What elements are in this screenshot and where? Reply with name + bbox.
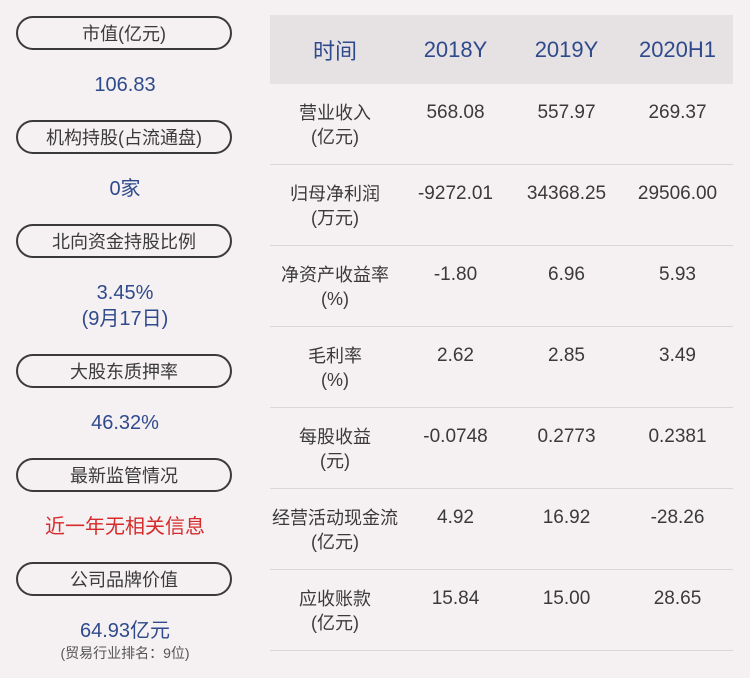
- table-cell: -9272.01: [417, 183, 493, 204]
- table-cell: 28.65: [653, 588, 702, 609]
- table-cell: 3.49: [659, 345, 696, 366]
- table-cell: 34368.25: [526, 183, 607, 204]
- table-cell: 557.97: [537, 102, 596, 123]
- table-cell: 269.37: [648, 102, 707, 123]
- table-cell: 5.93: [659, 264, 696, 285]
- table-cell: -1.80: [433, 264, 478, 285]
- row-name: 归母净利润: [290, 184, 380, 204]
- institutional-holding-value: 0家: [109, 178, 141, 200]
- row-unit: (亿元): [311, 127, 359, 147]
- row-name: 净资产收益率: [281, 265, 389, 285]
- brand-value-value: 64.93亿元 (贸易行业排名：9位): [0, 618, 250, 662]
- table-row: 净资产收益率 (%) -1.80 6.96 5.93: [270, 246, 733, 327]
- northbound-ratio-label: 北向资金持股比例: [16, 224, 232, 258]
- row-name: 毛利率: [308, 346, 362, 366]
- row-name: 经营活动现金流: [272, 508, 398, 528]
- table-cell: 568.08: [426, 102, 485, 123]
- table-cell: 4.92: [437, 507, 474, 528]
- header-2018: 2018Y: [423, 36, 488, 62]
- row-unit: (元): [320, 451, 350, 471]
- northbound-ratio-percent: 3.45%: [96, 282, 154, 304]
- table-cell: 0.2773: [537, 426, 596, 447]
- pledge-ratio-value: 46.32%: [91, 412, 159, 434]
- row-unit: (%): [321, 289, 349, 309]
- northbound-ratio-date: (9月17日): [81, 308, 169, 330]
- table-cell: 6.96: [548, 264, 585, 285]
- pledge-ratio-label: 大股东质押率: [16, 354, 232, 388]
- brand-value-rank: (贸易行业排名：9位): [60, 645, 190, 661]
- row-unit: (亿元): [311, 532, 359, 552]
- financial-table: 时间 2018Y 2019Y 2020H1 营业收入 (亿元) 568.08 55…: [270, 15, 733, 651]
- market-cap-label: 市值(亿元): [16, 16, 232, 50]
- table-cell: 15.84: [431, 588, 480, 609]
- institutional-holding-label: 机构持股(占流通盘): [16, 120, 232, 154]
- table-row: 营业收入 (亿元) 568.08 557.97 269.37: [270, 84, 733, 165]
- table-cell: 29506.00: [637, 183, 718, 204]
- row-unit: (%): [321, 370, 349, 390]
- row-name: 应收账款: [299, 589, 371, 609]
- regulatory-label: 最新监管情况: [16, 458, 232, 492]
- table-cell: -28.26: [650, 507, 705, 528]
- table-cell: 15.00: [542, 588, 591, 609]
- brand-value-label: 公司品牌价值: [16, 562, 232, 596]
- regulatory-value: 近一年无相关信息: [45, 516, 205, 538]
- table-row: 毛利率 (%) 2.62 2.85 3.49: [270, 327, 733, 408]
- table-cell: 2.62: [437, 345, 474, 366]
- table-row: 每股收益 (元) -0.0748 0.2773 0.2381: [270, 408, 733, 489]
- header-time: 时间: [312, 38, 357, 64]
- northbound-ratio-value: 3.45% (9月17日): [0, 280, 250, 332]
- header-2019: 2019Y: [534, 36, 599, 62]
- table-cell: 0.2381: [648, 426, 707, 447]
- row-name: 营业收入: [299, 103, 371, 123]
- header-2020h1: 2020H1: [638, 36, 717, 62]
- table-cell: 16.92: [542, 507, 591, 528]
- table-cell: -0.0748: [423, 426, 488, 447]
- table-row: 归母净利润 (万元) -9272.01 34368.25 29506.00: [270, 165, 733, 246]
- row-name: 每股收益: [299, 427, 371, 447]
- table-row: 应收账款 (亿元) 15.84 15.00 28.65: [270, 570, 733, 651]
- market-cap-value: 106.83: [94, 74, 156, 96]
- table-header: 时间 2018Y 2019Y 2020H1: [270, 15, 733, 84]
- row-unit: (万元): [311, 208, 359, 228]
- table-row: 经营活动现金流 (亿元) 4.92 16.92 -28.26: [270, 489, 733, 570]
- brand-value-amount: 64.93亿元: [79, 620, 171, 642]
- left-panel: 市值(亿元) 106.83 机构持股(占流通盘) 0家 北向资金持股比例 3.4…: [0, 0, 250, 678]
- table-cell: 2.85: [548, 345, 585, 366]
- row-unit: (亿元): [311, 613, 359, 633]
